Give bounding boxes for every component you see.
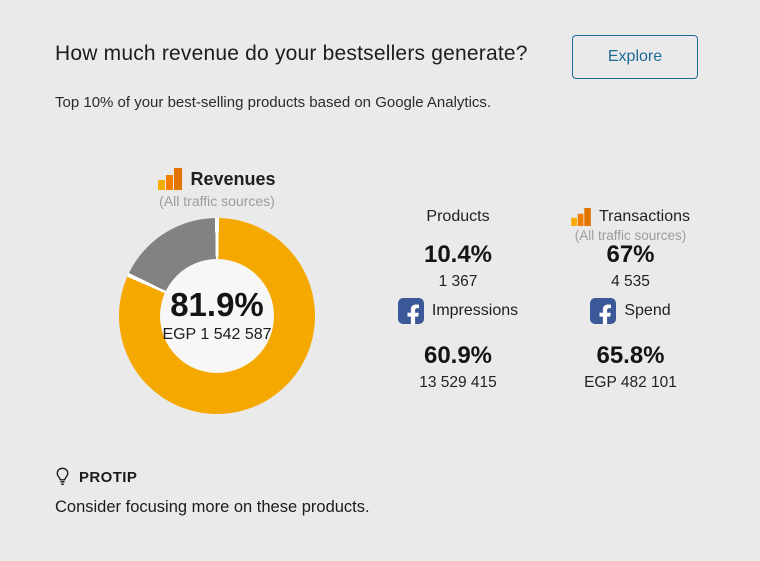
stat-value: 4 535 — [611, 273, 650, 290]
chart-header: Revenues — [87, 166, 347, 192]
stat-percent: 10.4% — [423, 241, 493, 268]
stat-label: Impressions — [431, 302, 519, 319]
protip-header: PROTIP — [55, 467, 137, 487]
chart-subtitle: (All traffic sources) — [159, 193, 275, 209]
page-subtitle: Top 10% of your best-selling products ba… — [55, 94, 492, 111]
stat-label: Spend — [624, 302, 671, 319]
stat-label: Products — [426, 208, 490, 225]
protip-label: PROTIP — [79, 468, 138, 486]
protip-text: Consider focusing more on these products… — [55, 498, 370, 516]
stat-impressions: Impressions 60.9% 13 529 415 — [378, 290, 538, 392]
chart-title: Revenues — [190, 168, 276, 189]
stat-products: Products 10.4% 1 367 — [378, 200, 538, 290]
stat-value: 1 367 — [438, 273, 478, 290]
lightbulb-icon — [55, 467, 70, 487]
donut-center-value: EGP 1 542 587 — [162, 326, 272, 343]
donut-center-percent: 81.9% — [170, 286, 264, 323]
stat-percent: 60.9% — [423, 342, 493, 369]
google-analytics-icon — [158, 168, 183, 190]
donut-chart: 81.9% EGP 1 542 587 — [119, 218, 315, 414]
stat-value: EGP 482 101 — [584, 374, 677, 391]
stat-percent: 67% — [606, 241, 655, 268]
stat-transactions: Transactions (All traffic sources) 67% 4… — [538, 200, 723, 290]
explore-button[interactable]: Explore — [572, 35, 698, 79]
facebook-icon — [397, 298, 424, 324]
donut-center: 81.9% EGP 1 542 587 — [160, 259, 274, 373]
facebook-icon — [590, 298, 617, 324]
stat-spend: Spend 65.8% EGP 482 101 — [538, 290, 723, 392]
kpi-stats-grid: Products 10.4% 1 367 Transactions — [378, 200, 723, 392]
stat-label: Transactions — [599, 208, 690, 225]
revenue-chart-block: Revenues (All traffic sources) 81.9% EGP… — [87, 166, 347, 414]
stat-sublabel: (All traffic sources) — [574, 228, 687, 243]
stat-percent: 65.8% — [596, 342, 665, 369]
page-title: How much revenue do your bestsellers gen… — [55, 42, 528, 65]
stat-value: 13 529 415 — [419, 374, 497, 391]
google-analytics-icon — [571, 208, 591, 226]
